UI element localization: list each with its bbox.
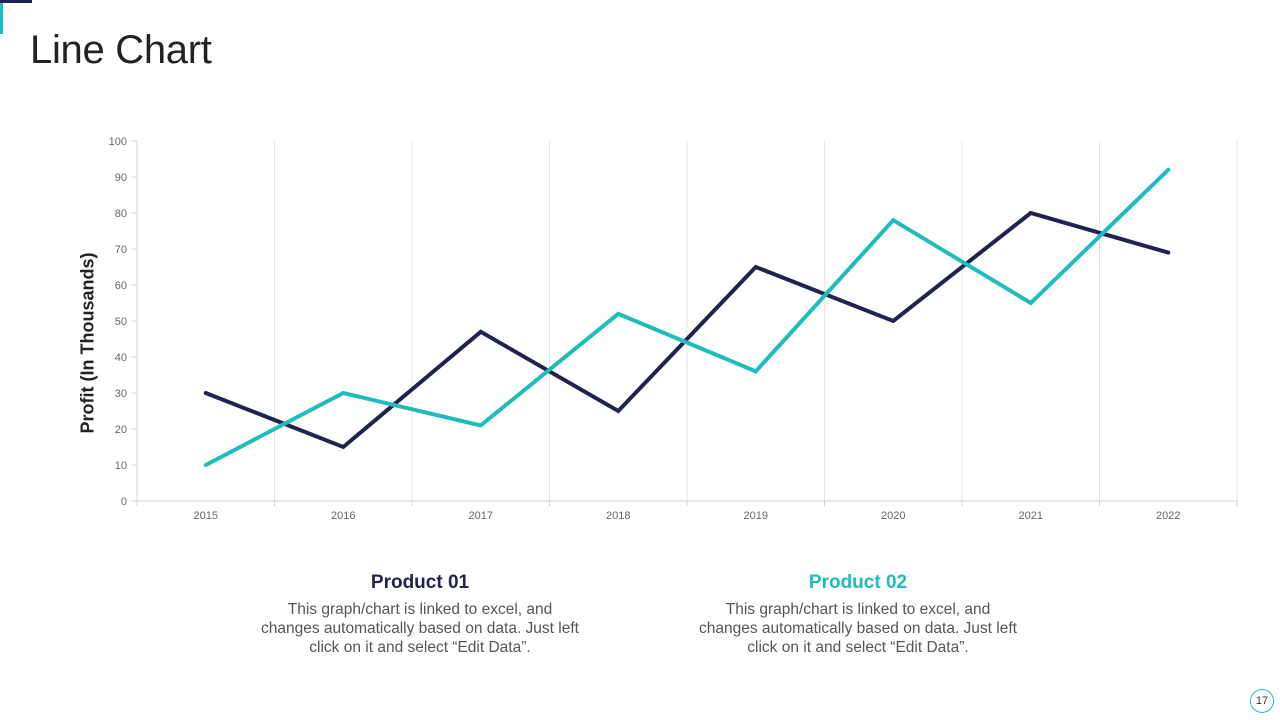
- x-tick-label: 2020: [881, 510, 905, 522]
- corner-accent-teal: [0, 0, 3, 34]
- x-tick-label: 2019: [744, 510, 768, 522]
- product-01-description: This graph/chart is linked to excel, and…: [261, 601, 579, 656]
- y-tick-label: 0: [121, 496, 127, 508]
- y-tick-label: 20: [115, 424, 127, 436]
- y-tick-label: 40: [115, 352, 127, 364]
- x-tick-label: 2016: [331, 510, 355, 522]
- corner-accent-navy: [0, 0, 32, 3]
- product-02-block: Product 02 This graph/chart is linked to…: [698, 572, 1018, 657]
- y-tick-label: 60: [115, 280, 127, 292]
- y-tick-label: 50: [115, 316, 127, 328]
- series-line-product-02: [203, 167, 1171, 467]
- x-tick-label: 2017: [469, 510, 493, 522]
- y-tick-label: 70: [115, 244, 127, 256]
- product-02-description: This graph/chart is linked to excel, and…: [699, 601, 1017, 656]
- y-tick-label: 100: [109, 136, 127, 148]
- y-tick-label: 90: [115, 172, 127, 184]
- x-tick-label: 2021: [1019, 510, 1043, 522]
- product-02-title: Product 02: [808, 572, 908, 593]
- series-line-product-01: [203, 210, 1171, 450]
- x-tick-label: 2018: [606, 510, 630, 522]
- y-tick-label: 80: [115, 208, 127, 220]
- x-tick-label: 2015: [194, 510, 218, 522]
- page-title: Line Chart: [30, 28, 212, 72]
- page-number-badge: 17: [1250, 689, 1274, 713]
- product-01-block: Product 01 This graph/chart is linked to…: [260, 572, 580, 657]
- y-tick-label: 10: [115, 460, 127, 472]
- product-01-title: Product 01: [370, 572, 470, 593]
- x-tick-label: 2022: [1156, 510, 1180, 522]
- y-tick-label: 30: [115, 388, 127, 400]
